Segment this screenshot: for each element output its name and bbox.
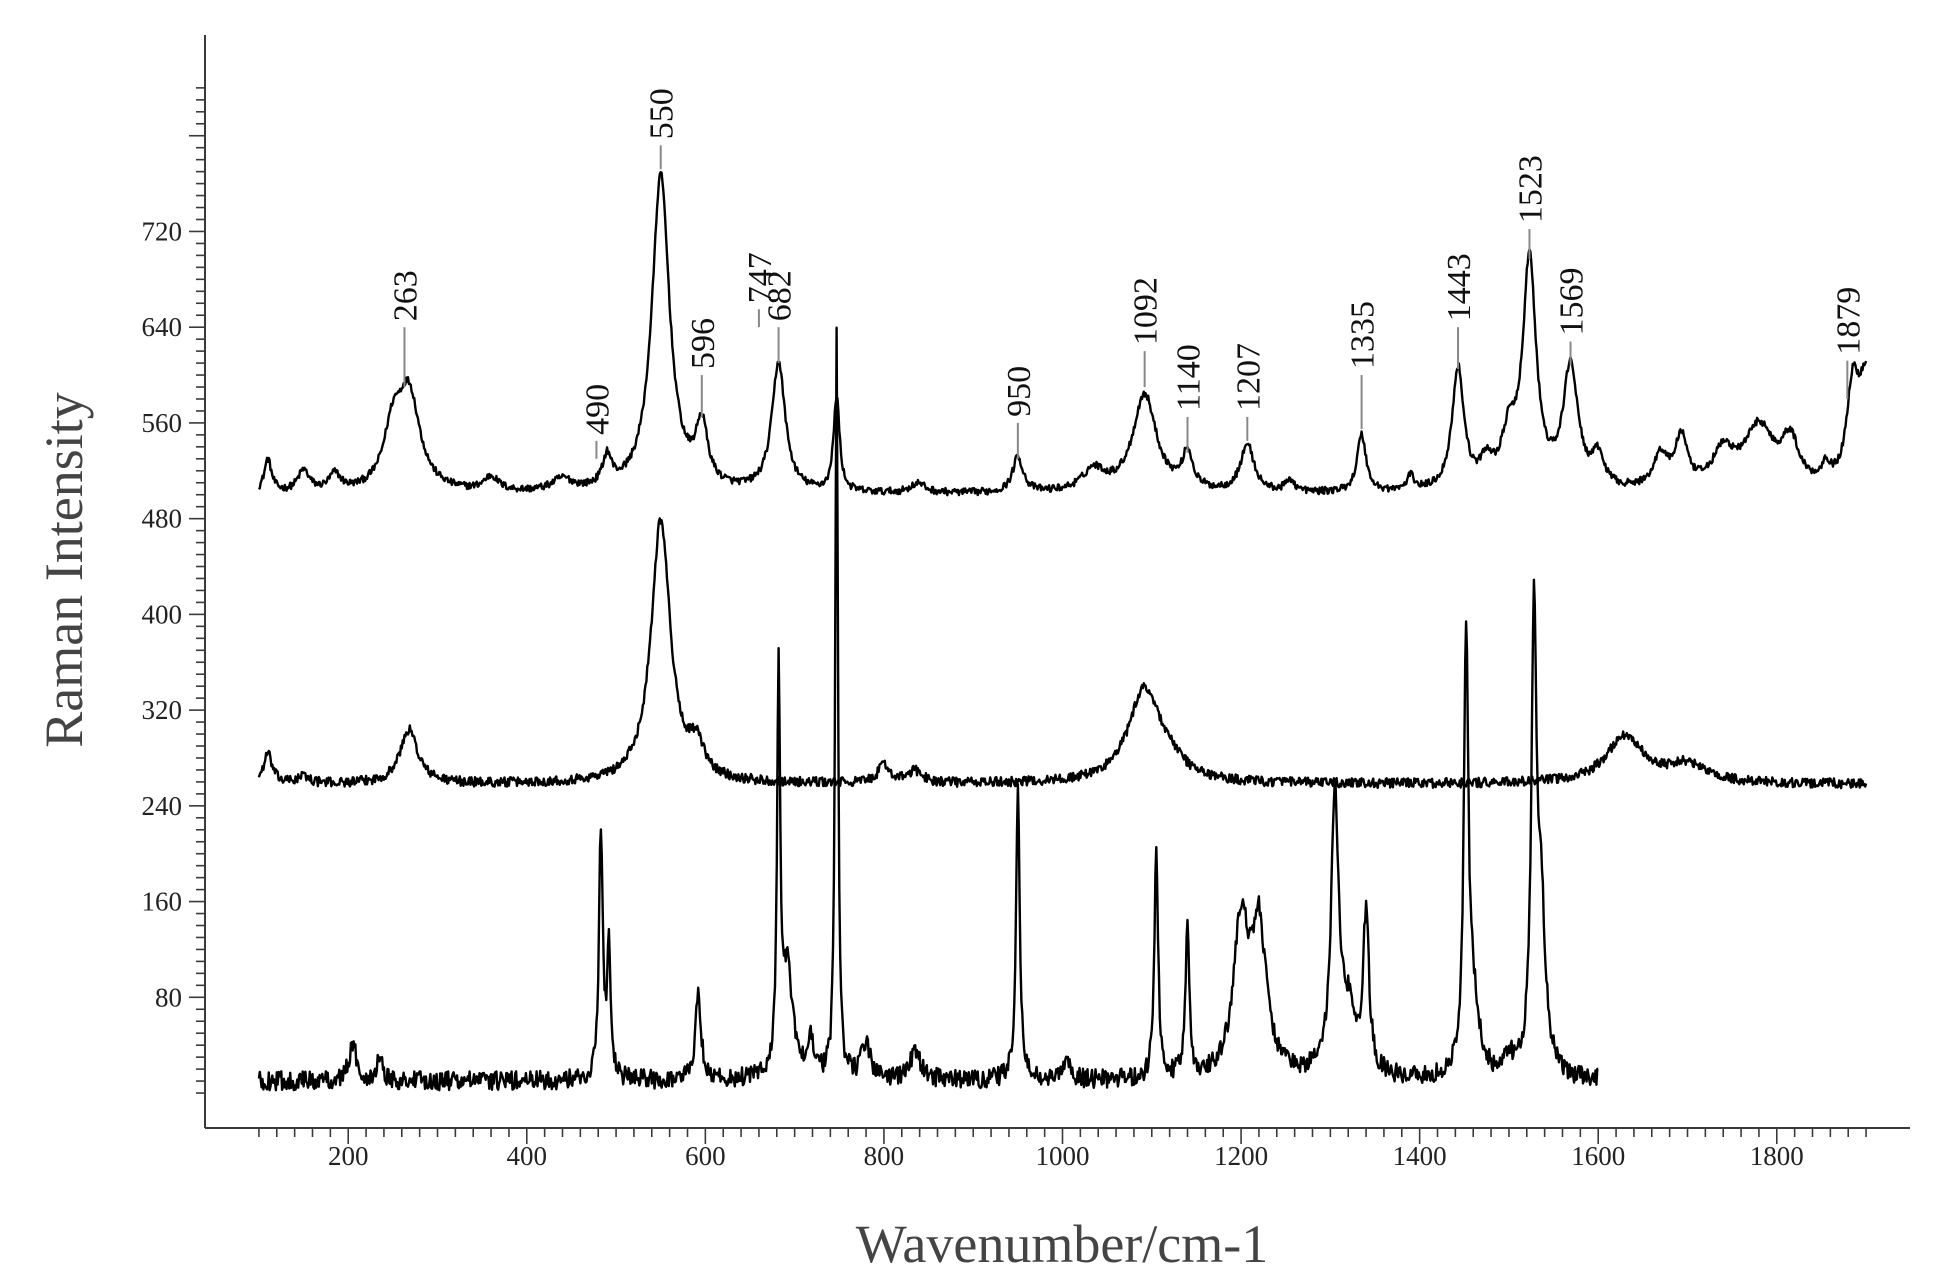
peak-label: 1207 [1230, 343, 1267, 411]
y-tick-label: 320 [142, 695, 183, 725]
x-tick-label: 400 [507, 1141, 548, 1171]
peak-label: 1523 [1512, 155, 1549, 223]
x-tick-label: 600 [685, 1141, 726, 1171]
x-tick-label: 800 [864, 1141, 905, 1171]
y-tick-label: 160 [142, 887, 183, 917]
y-tick-label: 560 [142, 408, 183, 438]
peak-label: 1443 [1441, 253, 1478, 321]
x-tick-label: 1400 [1393, 1141, 1447, 1171]
peak-label: 950 [1001, 366, 1038, 417]
ticks: 200 400 600 800 1000 1200 1400 1600 1800 80 160 240… [142, 87, 1867, 1171]
x-tick-label: 200 [328, 1141, 369, 1171]
y-tick-label: 480 [142, 504, 183, 534]
y-tick-label: 640 [142, 312, 183, 342]
peak-label: 1140 [1171, 344, 1208, 411]
y-tick-label: 720 [142, 216, 183, 246]
y-axis-title: Raman Intensity [34, 392, 94, 747]
peak-label: 1335 [1345, 301, 1382, 369]
peak-label: 1092 [1128, 277, 1165, 345]
spectrum-line-3 [257, 326, 1599, 1092]
x-tick-label: 1800 [1750, 1141, 1804, 1171]
x-axis-title: Wavenumber/cm-1 [856, 1214, 1269, 1274]
spectrum-line-2 [257, 517, 1868, 790]
axes [204, 35, 1910, 1129]
peak-label: 682 [762, 270, 799, 321]
series-layer [257, 170, 1868, 1092]
x-tick-label: 1600 [1571, 1141, 1625, 1171]
y-tick-label: 400 [142, 599, 183, 629]
peak-label: 1569 [1554, 268, 1591, 336]
spectrum-line-1 [257, 170, 1868, 497]
y-tick-label: 240 [142, 791, 183, 821]
peak-label: 263 [387, 270, 424, 321]
peak-label: 1879 [1830, 287, 1867, 355]
peak-label: 490 [579, 384, 616, 435]
peak-label: 550 [644, 88, 681, 139]
x-tick-label: 1200 [1214, 1141, 1268, 1171]
x-tick-label: 1000 [1036, 1141, 1090, 1171]
peak-label: 596 [685, 318, 722, 369]
peak-label: 747 [742, 252, 779, 303]
y-tick-label: 80 [155, 982, 182, 1012]
